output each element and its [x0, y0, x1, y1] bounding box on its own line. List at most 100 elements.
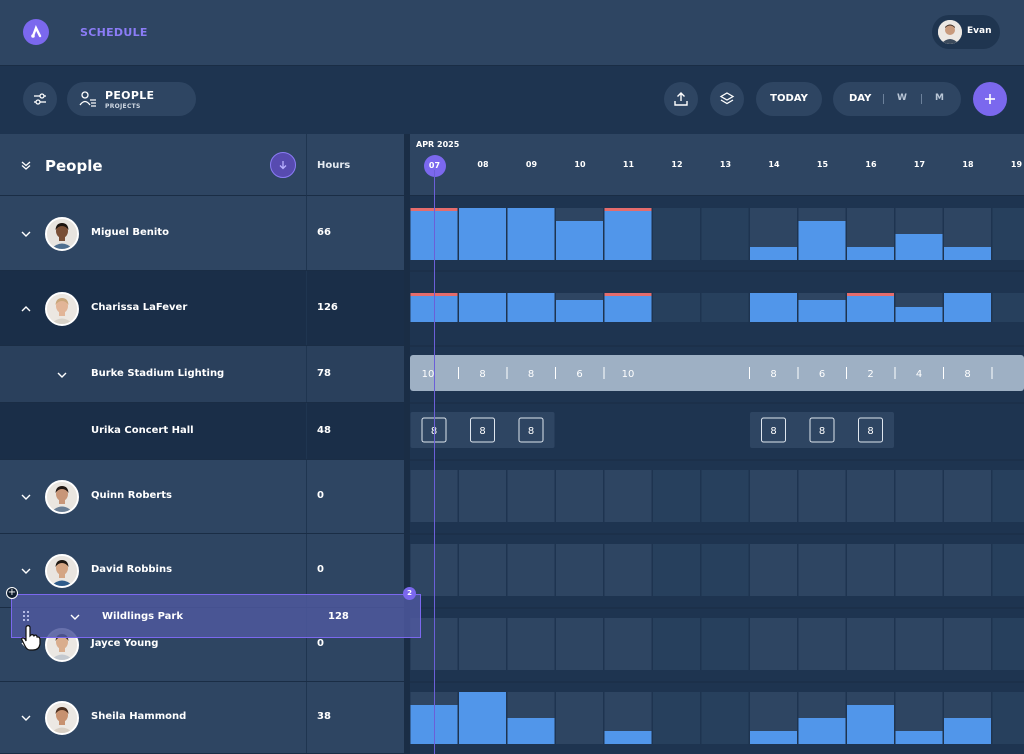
day-cell [701, 692, 749, 744]
segment-hours: 8 [479, 369, 485, 380]
hours-chip [809, 417, 835, 443]
load-bar [944, 293, 991, 322]
day-cell [701, 208, 749, 260]
hours-chip-value: 8 [819, 426, 825, 437]
day-label[interactable]: 15 [816, 160, 829, 169]
day-label[interactable]: 13 [719, 160, 732, 169]
load-bar [459, 293, 506, 322]
today-button[interactable]: TODAY [756, 82, 822, 116]
hours-value: 126 [317, 302, 338, 313]
column-gutter [404, 134, 410, 754]
day-label[interactable]: 12 [671, 160, 683, 169]
name-cell: Urika Concert Hall [0, 403, 306, 459]
segment-hours: 4 [916, 369, 922, 380]
collapse-all-icon[interactable] [20, 159, 32, 171]
toolbar: PEOPLE PROJECTS TODAY DAY W M [0, 66, 1024, 134]
person-name: Jayce Young [91, 638, 159, 649]
hours-cell: 48 [306, 403, 404, 459]
hours-cell: 126 [306, 271, 404, 345]
day-cell [556, 618, 603, 670]
segment-hours: 10 [422, 369, 435, 380]
view-switcher[interactable]: PEOPLE PROJECTS [67, 82, 196, 116]
chevron-down-icon[interactable] [20, 712, 32, 724]
chevron-down-icon[interactable] [20, 228, 32, 240]
person-row[interactable]: Quinn Roberts 0 [0, 460, 404, 534]
load-bar [750, 247, 797, 260]
hand-cursor-icon [21, 625, 41, 651]
day-label[interactable]: 10 [574, 160, 586, 169]
chevron-down-icon[interactable] [56, 369, 68, 381]
chevron-down-icon[interactable] [20, 565, 32, 577]
person-row[interactable]: Miguel Benito 66 [0, 196, 404, 271]
person-row[interactable]: Sheila Hammond 38 [0, 682, 404, 754]
person-name: Quinn Roberts [91, 490, 172, 501]
load-bar [507, 208, 555, 260]
plus-icon [985, 94, 995, 104]
load-bar [847, 705, 894, 744]
day-cell [653, 470, 700, 522]
day-label[interactable]: 19 [1010, 160, 1023, 169]
day-label[interactable]: 11 [622, 160, 635, 169]
hours-header-title: Hours [317, 160, 351, 171]
segment-hours: 2 [867, 369, 873, 380]
user-avatar [938, 20, 962, 44]
timeline-grid[interactable]: 108861086248888888 [410, 196, 1024, 754]
app-logo-icon[interactable] [23, 19, 49, 45]
scale-day[interactable]: DAY [849, 93, 872, 104]
day-label[interactable]: 08 [477, 160, 489, 169]
layers-button[interactable] [710, 82, 744, 116]
filter-button[interactable] [23, 82, 57, 116]
load-bar [750, 731, 797, 744]
hours-cell: 38 [306, 682, 404, 753]
drag-handle-icon[interactable] [22, 610, 30, 622]
segment-hours: 10 [622, 369, 635, 380]
load-bar [798, 718, 846, 744]
day-cell [701, 618, 749, 670]
day-cell [507, 544, 555, 596]
day-label[interactable]: 18 [962, 160, 974, 169]
project-row[interactable]: Urika Concert Hall 48 [0, 403, 404, 460]
project-row[interactable]: Burke Stadium Lighting 78 [0, 346, 404, 403]
day-cell [653, 208, 700, 260]
day-label[interactable]: 17 [913, 160, 926, 169]
hours-chip [470, 417, 495, 443]
export-button[interactable] [664, 82, 698, 116]
scale-week[interactable]: W [897, 93, 907, 103]
hours-chip-value: 8 [770, 426, 776, 437]
day-cell [895, 544, 943, 596]
day-cell [847, 544, 894, 596]
user-menu[interactable]: Evan [932, 15, 1000, 49]
people-header-title: People [45, 157, 103, 175]
load-bar [604, 208, 652, 260]
day-label-today[interactable]: 07 [423, 155, 446, 177]
hours-cell: 78 [306, 346, 404, 402]
day-label[interactable]: 14 [768, 160, 780, 169]
sort-button[interactable] [270, 152, 296, 178]
name-cell: Charissa LaFever [0, 271, 306, 345]
day-label[interactable]: 16 [865, 160, 877, 169]
person-row[interactable]: Charissa LaFever 126 [0, 271, 404, 346]
chevron-down-icon[interactable] [20, 491, 32, 503]
chevron-down-icon[interactable] [69, 611, 81, 623]
load-bar [604, 731, 652, 744]
app-title[interactable]: SCHEDULE [80, 26, 148, 39]
upload-icon [674, 92, 688, 106]
dragged-project-row[interactable]: Wildlings Park 128 [11, 594, 421, 638]
chevron-up-icon[interactable] [20, 303, 32, 315]
scale-selector: DAY W M [833, 82, 961, 116]
day-cell [556, 470, 603, 522]
day-cell [604, 618, 652, 670]
user-name: Evan [967, 26, 992, 36]
overload-marker [604, 208, 652, 211]
drag-add-icon: + [6, 587, 18, 599]
load-bar [604, 293, 652, 322]
avatar [45, 217, 79, 251]
add-button[interactable] [973, 82, 1007, 116]
segment-hours: 6 [819, 369, 825, 380]
hours-column-header[interactable]: Hours [306, 134, 404, 196]
avatar [45, 480, 79, 514]
scale-month[interactable]: M [935, 93, 944, 103]
day-label[interactable]: 09 [525, 160, 538, 169]
day-cell [653, 692, 700, 744]
day-cell [798, 544, 846, 596]
